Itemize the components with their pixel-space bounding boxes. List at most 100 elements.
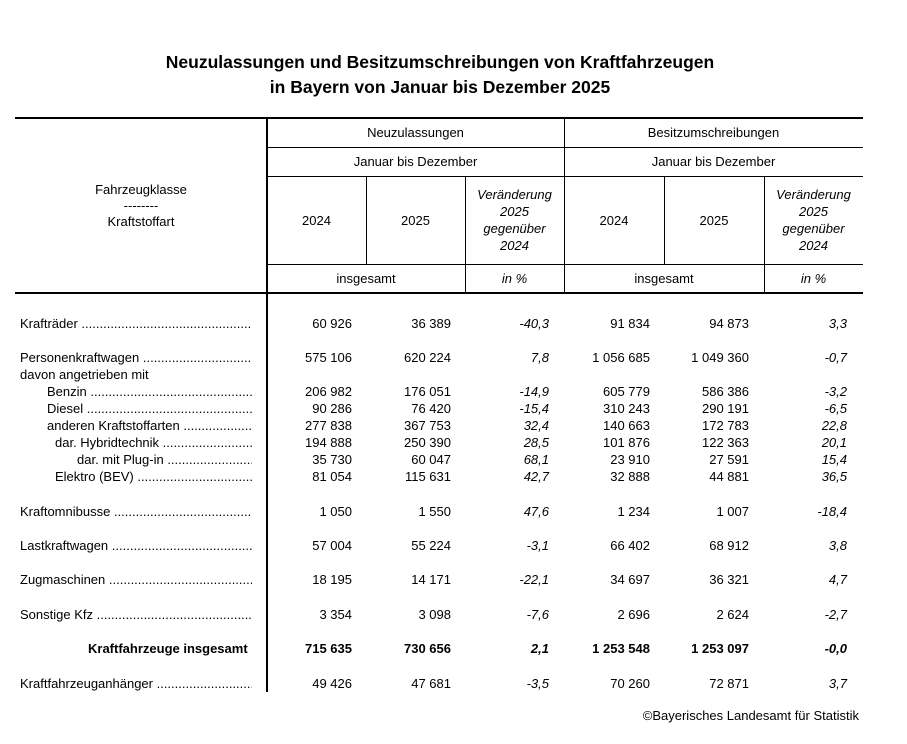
row-header-label-2: Kraftstoffart <box>107 214 175 229</box>
table-row: Kraftomnibusse 1 050 1 550 47,6 1 234 1 007 -1… <box>0 503 907 520</box>
cell-value: 2,1 <box>530 641 549 656</box>
cell-value: -6,5 <box>824 401 847 416</box>
divider <box>465 176 466 293</box>
cell-value: -22,1 <box>519 572 549 587</box>
table-row: Diesel 90 286 76 420 -15,4 310 243 290 191 -6,… <box>0 400 907 417</box>
title-line-2: in Bayern von Januar bis Dezember 2025 <box>269 77 611 97</box>
table-row: Krafträder 60 926 36 389 -40,3 91 834 94 873 3… <box>0 315 907 332</box>
cell-value: 101 876 <box>603 435 650 450</box>
table-row: Kraftfahrzeuge insgesamt 715 635 730 656 2,… <box>0 640 907 657</box>
cell-value: -3,1 <box>526 538 549 553</box>
row-label: Benzin <box>47 383 252 400</box>
cell-value: 122 363 <box>702 435 749 450</box>
cell-value: 35 730 <box>312 452 352 467</box>
row-header-separator: -------- <box>123 198 159 213</box>
cell-value: 3 354 <box>319 607 352 622</box>
cell-value: 290 191 <box>702 401 749 416</box>
table-row: davon angetrieben mit <box>0 366 907 383</box>
cell-value: 47,6 <box>523 504 549 519</box>
cell-value: 15,4 <box>821 452 847 467</box>
cell-value: 250 390 <box>404 435 451 450</box>
period-label: Januar bis Dezember <box>353 154 478 169</box>
change-header: 2025 <box>799 204 828 219</box>
cell-value: 18 195 <box>312 572 352 587</box>
divider <box>366 176 367 264</box>
cell-value: 3,8 <box>828 538 847 553</box>
cell-value: -7,6 <box>526 607 549 622</box>
cell-value: 60 926 <box>312 316 352 331</box>
cell-value: 81 054 <box>312 469 352 484</box>
divider <box>267 147 863 148</box>
row-label: davon angetrieben mit <box>20 367 149 382</box>
table-row: Elektro (BEV) 81 054 115 631 42,7 32 888 44 8… <box>0 468 907 485</box>
divider <box>267 264 863 265</box>
cell-value: -18,4 <box>817 504 847 519</box>
cell-value: 176 051 <box>404 384 451 399</box>
cell-value: 34 697 <box>610 572 650 587</box>
unit-pct: in % <box>501 270 528 286</box>
title-line-1: Neuzulassungen und Besitzumschreibungen … <box>165 52 715 72</box>
change-header: Veränderung <box>477 187 552 202</box>
cell-value: -0,7 <box>824 350 847 365</box>
table-row: dar. Hybridtechnik 194 888 250 390 28,5 101 … <box>0 434 907 451</box>
divider <box>664 176 665 264</box>
group-besitzumschreibungen: Besitzumschreibungen <box>647 125 780 140</box>
cell-value: 3 098 <box>418 607 451 622</box>
row-label: Personenkraftwagen <box>20 349 252 366</box>
unit-total: insgesamt <box>634 270 694 286</box>
cell-value: 1 234 <box>617 504 650 519</box>
cell-value: 36,5 <box>821 469 847 484</box>
cell-value: 57 004 <box>312 538 352 553</box>
cell-value: 14 171 <box>411 572 451 587</box>
cell-value: 1 007 <box>716 504 749 519</box>
cell-value: 32 888 <box>610 469 650 484</box>
cell-value: 730 656 <box>404 641 451 656</box>
cell-value: 60 047 <box>411 452 451 467</box>
copyright: ©Bayerisches Landesamt für Statistik <box>642 708 859 723</box>
divider <box>15 292 863 294</box>
group-neuzulassungen: Neuzulassungen <box>367 125 464 140</box>
cell-value: -3,2 <box>824 384 847 399</box>
table-row: Zugmaschinen 18 195 14 171 -22,1 34 697 36 32… <box>0 571 907 588</box>
change-header: Veränderung <box>776 187 851 202</box>
row-header-label: Fahrzeugklasse <box>95 182 187 197</box>
cell-value: 70 260 <box>610 676 650 691</box>
cell-value: 194 888 <box>305 435 352 450</box>
cell-value: 68,1 <box>523 452 549 467</box>
cell-value: -14,9 <box>519 384 549 399</box>
cell-value: 115 631 <box>404 469 451 484</box>
cell-value: 1 253 097 <box>691 641 749 656</box>
divider <box>267 176 863 177</box>
cell-value: 2 696 <box>617 607 650 622</box>
change-header: 2024 <box>799 238 828 253</box>
year-2025: 2025 <box>699 212 729 228</box>
cell-value: 2 624 <box>716 607 749 622</box>
cell-value: 140 663 <box>603 418 650 433</box>
table-row: Kraftfahrzeuganhänger 49 426 47 681 -3,5 70 … <box>0 675 907 692</box>
cell-value: 715 635 <box>305 641 352 656</box>
unit-pct: in % <box>800 270 827 286</box>
cell-value: 586 386 <box>702 384 749 399</box>
cell-value: 47 681 <box>411 676 451 691</box>
change-header: 2024 <box>500 238 529 253</box>
cell-value: 367 753 <box>404 418 451 433</box>
year-2024: 2024 <box>302 212 331 228</box>
cell-value: 20,1 <box>821 435 847 450</box>
cell-value: 575 106 <box>305 350 352 365</box>
cell-value: -15,4 <box>519 401 549 416</box>
cell-value: -2,7 <box>824 607 847 622</box>
row-label: Diesel <box>47 400 252 417</box>
cell-value: 27 591 <box>709 452 749 467</box>
row-label: Lastkraftwagen <box>20 537 252 554</box>
table-row: Sonstige Kfz 3 354 3 098 -7,6 2 696 2 624 -2,7 <box>0 606 907 623</box>
cell-value: 605 779 <box>603 384 650 399</box>
row-label: Zugmaschinen <box>20 571 252 588</box>
cell-value: 90 286 <box>312 401 352 416</box>
cell-value: 4,7 <box>828 572 847 587</box>
cell-value: 1 049 360 <box>691 350 749 365</box>
cell-value: 1 056 685 <box>592 350 650 365</box>
cell-value: 42,7 <box>523 469 549 484</box>
unit-total: insgesamt <box>336 270 396 286</box>
cell-value: 44 881 <box>709 469 749 484</box>
row-label: Kraftfahrzeuge insgesamt <box>88 641 248 656</box>
